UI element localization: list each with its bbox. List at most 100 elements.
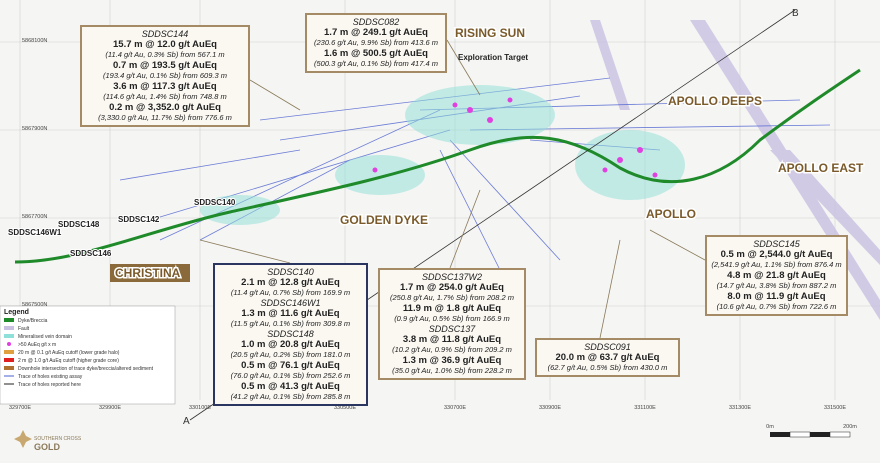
dyke	[14, 68, 861, 264]
northing-label: 5867500N	[22, 302, 47, 308]
legend-item: Trace of holes existing assay	[18, 374, 83, 380]
vein-domains	[200, 85, 685, 225]
callout: SDDSC137W2 1.7 m @ 254.0 g/t AuEq (250.8 g…	[378, 268, 526, 380]
easting-label: 329900E	[99, 405, 121, 411]
easting-label: 331300E	[729, 405, 751, 411]
scale-label: 0m	[766, 424, 774, 430]
intercept: 0.2 m @ 3,352.0 g/t AuEq	[109, 102, 221, 113]
area-label: APOLLO	[646, 207, 696, 221]
intercept: 1.0 m @ 20.8 g/t AuEq	[241, 339, 340, 350]
northing-label: 5867700N	[22, 214, 47, 220]
intercept: 20.0 m @ 63.7 g/t AuEq	[555, 352, 660, 363]
intercept-detail: (2,541.9 g/t Au, 1.1% Sb) from 876.4 m	[711, 260, 842, 269]
intercept-detail: (41.2 g/t Au, 0.1% Sb) from 285.8 m	[230, 392, 351, 401]
intercept: 3.6 m @ 117.3 g/t AuEq	[113, 81, 217, 92]
intercept: 1.3 m @ 36.9 g/t AuEq	[402, 355, 502, 366]
intercept: 11.9 m @ 1.8 g/t AuEq	[402, 303, 502, 314]
section-label: A	[183, 416, 190, 427]
legend-item: Fault	[18, 326, 30, 332]
northing-label: 5867900N	[22, 126, 47, 132]
callout: SDDSC091 20.0 m @ 63.7 g/t AuEq (62.7 g/t …	[535, 338, 680, 377]
hole-name: SDDSC145	[753, 239, 800, 249]
area-label: RISING SUN	[455, 26, 525, 40]
leaders	[199, 39, 706, 339]
hole-name: SDDSC140	[267, 267, 314, 277]
intercept-detail: (76.0 g/t Au, 0.1% Sb) from 252.6 m	[230, 371, 351, 380]
intercept: 1.7 m @ 249.1 g/t AuEq	[324, 27, 428, 38]
legend-item: Downhole intersection of trace dyke/brec…	[18, 366, 154, 372]
logo-mark	[14, 430, 32, 448]
hole-label: SDDSC146W1	[8, 228, 62, 237]
intercept-detail: (10.6 g/t Au, 0.7% Sb) from 722.6 m	[716, 302, 837, 311]
intercept: 2.1 m @ 12.8 g/t AuEq	[241, 277, 340, 288]
intercept: 3.8 m @ 11.8 g/t AuEq	[402, 334, 502, 345]
hole-label: SDDSC146	[70, 249, 112, 258]
hole-label: SDDSC140	[194, 198, 236, 207]
intercept-detail: (500.3 g/t Au, 0.1% Sb) from 417.4 m	[314, 59, 438, 68]
callout: SDDSC140 2.1 m @ 12.8 g/t AuEq (11.4 g/t A…	[213, 263, 368, 406]
hole-name: SDDSC137W2	[421, 272, 483, 282]
section-label: B	[792, 8, 799, 19]
legend-item: 2 m @ 1.0 g/t AuEq cutoff (higher grade …	[18, 358, 119, 364]
northing-label: 5868100N	[22, 38, 47, 44]
intercept-detail: (35.0 g/t Au, 1.0% Sb) from 228.2 m	[392, 366, 512, 375]
intercept: 1.3 m @ 11.6 g/t AuEq	[241, 308, 340, 319]
intercept: 4.8 m @ 21.8 g/t AuEq	[727, 270, 826, 281]
easting-label: 330100E	[189, 405, 211, 411]
logo-text: SOUTHERN CROSS	[34, 436, 82, 442]
area-label: APOLLO DEEPS	[668, 94, 762, 108]
intercept: 15.7 m @ 12.0 g/t AuEq	[113, 39, 217, 50]
exploration-target: Exploration Target	[458, 53, 528, 62]
intercept-detail: (10.2 g/t Au, 0.9% Sb) from 209.2 m	[392, 345, 512, 354]
high-grade	[372, 97, 658, 178]
intercept: 0.5 m @ 76.1 g/t AuEq	[241, 360, 340, 371]
hole-name: SDDSC144	[141, 29, 189, 39]
christina-box	[110, 264, 190, 282]
easting-label: 329700E	[9, 405, 31, 411]
legend-item: Mineralised vein domain	[18, 334, 72, 340]
intercept-detail: (11.4 g/t Au, 0.7% Sb) from 169.9 m	[230, 288, 351, 297]
intercept-detail: (62.7 g/t Au, 0.5% Sb) from 430.0 m	[547, 363, 668, 372]
intercept-detail: (250.8 g/t Au, 1.7% Sb) from 208.2 m	[390, 293, 514, 302]
legend-item: 20 m @ 0.1 g/t AuEq cutoff (lower grade …	[18, 350, 120, 356]
area-label: GOLDEN DYKE	[340, 213, 428, 227]
callout: SDDSC082 1.7 m @ 249.1 g/t AuEq (230.6 g/t…	[305, 13, 447, 73]
intercept: 8.0 m @ 11.9 g/t AuEq	[727, 291, 826, 302]
intercept-detail: (14.7 g/t Au, 3.8% Sb) from 887.2 m	[716, 281, 837, 290]
logo-text: GOLD	[34, 442, 60, 452]
intercept-detail: (193.4 g/t Au, 0.1% Sb) from 609.3 m	[103, 71, 227, 80]
intercept-detail: (20.5 g/t Au, 0.2% Sb) from 181.0 m	[230, 350, 351, 359]
easting-label: 331500E	[824, 405, 846, 411]
intercept-detail: (11.4 g/t Au, 0.3% Sb) from 567.1 m	[105, 50, 225, 59]
hole-name: SDDSC148	[267, 329, 314, 339]
intercept: 1.6 m @ 500.5 g/t AuEq	[324, 48, 428, 59]
hole-label: SDDSC142	[118, 215, 160, 224]
legend-title: Legend	[4, 309, 29, 316]
legend-item: Trace of holes reported here	[18, 382, 81, 388]
hole-label: SDDSC148	[58, 220, 100, 229]
callout: SDDSC144 15.7 m @ 12.0 g/t AuEq (11.4 g/t …	[80, 25, 250, 127]
legend-item: Dyke/Breccia	[18, 318, 48, 324]
legend-box	[0, 305, 176, 405]
hole-name: SDDSC091	[584, 342, 631, 352]
easting-label: 331100E	[634, 405, 656, 411]
hole-name: SDDSC082	[352, 17, 400, 27]
intercept-detail: (0.9 g/t Au, 0.5% Sb) from 166.9 m	[394, 314, 510, 323]
area-label: APOLLO EAST	[778, 161, 864, 175]
intercept-detail: (3,330.0 g/t Au, 11.7% Sb) from 776.6 m	[98, 113, 232, 122]
scale-label: 200m	[843, 424, 857, 430]
legend-swatches	[4, 318, 14, 385]
intercept-detail: (11.5 g/t Au, 0.1% Sb) from 309.8 m	[230, 319, 351, 328]
intercept-detail: (114.6 g/t Au, 1.4% Sb) from 748.8 m	[103, 92, 227, 101]
hole-name: SDDSC146W1	[260, 298, 321, 308]
intercept: 0.7 m @ 193.5 g/t AuEq	[113, 60, 217, 71]
callout: SDDSC145 0.5 m @ 2,544.0 g/t AuEq (2,541.9…	[705, 235, 848, 316]
intercept: 0.5 m @ 41.3 g/t AuEq	[241, 381, 340, 392]
intercept: 1.7 m @ 254.0 g/t AuEq	[400, 282, 504, 293]
easting-label: 330500E	[334, 405, 356, 411]
area-label: CHRISTINA	[115, 266, 181, 280]
easting-label: 330700E	[444, 405, 466, 411]
easting-label: 330900E	[539, 405, 561, 411]
